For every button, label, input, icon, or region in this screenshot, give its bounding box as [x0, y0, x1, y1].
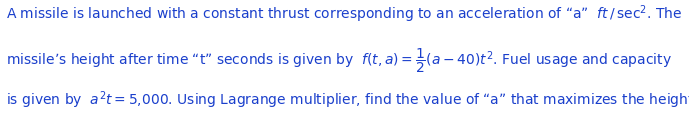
Text: missile’s height after time “t” seconds is given by  $f(t,a) = \dfrac{1}{2}(a-40: missile’s height after time “t” seconds …	[6, 47, 672, 75]
Text: A missile is launched with a constant thrust corresponding to an acceleration of: A missile is launched with a constant th…	[6, 4, 682, 25]
Text: is given by  $a^2t = 5{,}000$. Using Lagrange multiplier, find the value of “a” : is given by $a^2t = 5{,}000$. Using Lagr…	[6, 90, 689, 111]
